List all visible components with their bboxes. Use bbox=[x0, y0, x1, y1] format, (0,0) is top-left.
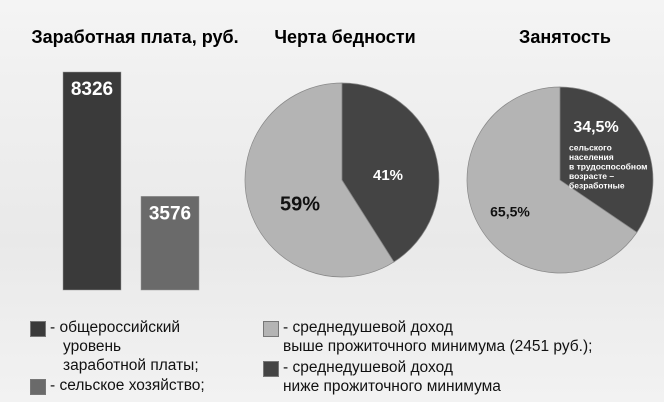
slice-label: 41% bbox=[373, 167, 403, 184]
pie-slice bbox=[559, 86, 654, 233]
chart-title: Черта бедности bbox=[274, 27, 415, 47]
legend-label: - среднедушевой доход ниже прожиточного … bbox=[283, 359, 501, 395]
chart-title: Заработная плата, руб. bbox=[31, 27, 238, 47]
slice-label: 65,5% bbox=[490, 204, 530, 220]
legend-swatch bbox=[30, 321, 46, 337]
bar-value-label: 3576 bbox=[149, 203, 191, 224]
slice-label: 59% bbox=[280, 193, 320, 215]
annotation: сельского bbox=[569, 142, 612, 152]
annotation: населения bbox=[569, 152, 614, 162]
legend-label: - сельское хозяйство; bbox=[50, 377, 205, 394]
bar bbox=[140, 196, 200, 291]
bar-value-label: 8326 bbox=[71, 79, 113, 100]
pie-slice bbox=[341, 82, 440, 263]
legend-swatch bbox=[30, 379, 46, 395]
legend-label: - среднедушевой доход выше прожиточного … bbox=[283, 319, 593, 355]
pie-slice bbox=[244, 82, 395, 278]
legend-swatch bbox=[263, 361, 279, 377]
legend-label: - общероссийский уровень заработной плат… bbox=[50, 319, 199, 374]
annotation: безработные bbox=[569, 180, 625, 190]
legend-swatch bbox=[263, 321, 279, 337]
pie-slice bbox=[466, 86, 638, 274]
slice-label: 34,5% bbox=[573, 119, 618, 136]
annotation: возрасте – bbox=[569, 171, 614, 181]
annotation: в трудоспособном bbox=[569, 161, 647, 171]
bar bbox=[62, 71, 122, 291]
chart-title: Занятость bbox=[519, 27, 611, 47]
